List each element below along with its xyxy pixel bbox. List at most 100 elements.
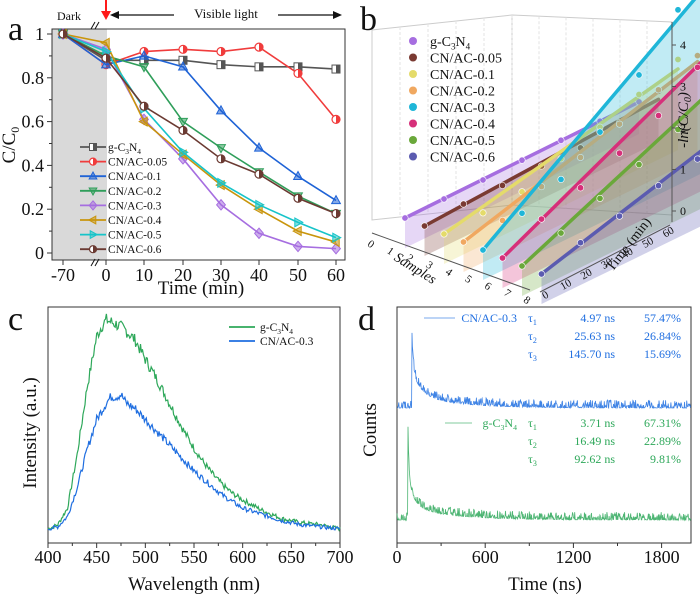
marker-fill: [93, 143, 97, 151]
marker-fill: [144, 102, 148, 111]
z-tick-label: 2: [680, 121, 686, 135]
data-point: [596, 194, 604, 202]
legend-item: g-C3N4: [80, 142, 141, 156]
x-tick-label: 1200: [555, 547, 591, 567]
panel-d-xlabel: Time (ns): [508, 574, 582, 595]
panel-a-ylabel: C/C0: [0, 127, 22, 164]
data-point: [294, 217, 304, 228]
data-point: [138, 50, 150, 60]
legend-label: CN/AC-0.3: [108, 200, 162, 212]
marker-fill: [298, 194, 302, 203]
data-point: [216, 154, 226, 164]
marker: [215, 104, 227, 115]
legend-label: g-C3N4: [108, 142, 141, 156]
legend-item: CN/AC-0.5: [409, 134, 495, 149]
sample-tick-label: 1: [385, 245, 396, 258]
series-cn-ac-0-5: [518, 98, 700, 296]
marker-fill: [63, 30, 67, 38]
data-point: [332, 232, 342, 243]
y-tick-label: 0: [35, 243, 44, 263]
sample-tick-label: 4: [443, 266, 455, 279]
data-point: [518, 209, 526, 217]
legend-label: CN/AC-0.2: [430, 85, 495, 100]
legend-item: CN/AC-0.05: [409, 52, 502, 67]
marker-fill: [336, 209, 340, 218]
legend-marker: [409, 70, 417, 78]
panel-d: d 0 600 1200 1800 CN/AC-0.3 τ1 4.97 ns 57.47% τ…: [358, 301, 692, 595]
data-point: [177, 117, 189, 128]
data-point: [537, 270, 545, 278]
y-tick-label: 0.2: [22, 199, 45, 219]
legend-item: CN/AC-0.4: [80, 215, 162, 227]
marker: [332, 232, 342, 243]
data-point: [88, 157, 98, 166]
legend-marker: [409, 37, 417, 45]
panel-b-label: b: [360, 1, 377, 38]
data-point: [254, 62, 264, 72]
sample-tick-label: 2: [404, 252, 415, 265]
data-point: [479, 176, 487, 184]
fraction-value: 67.31%: [644, 416, 681, 430]
series-cn-ac-0-4: [498, 60, 700, 288]
marker-fill: [259, 62, 263, 71]
marker: [253, 227, 265, 240]
data-point: [596, 128, 604, 136]
data-point: [89, 143, 97, 151]
sample-tick-label: 7: [502, 287, 514, 300]
data-point: [518, 156, 526, 164]
tau-label: τ3: [528, 347, 537, 363]
data-point: [331, 114, 341, 125]
marker: [330, 242, 342, 255]
x-tick-label: 40: [250, 265, 268, 285]
data-point: [654, 86, 662, 94]
data-point: [89, 229, 99, 240]
legend-label: CN/AC-0.6: [108, 244, 162, 256]
marker-fill: [259, 170, 263, 179]
series-cn-ac-0-2: [459, 52, 700, 272]
marker: [294, 217, 304, 228]
data-point: [557, 136, 565, 144]
z-tick-label: 3: [680, 80, 686, 94]
ribbon: [463, 61, 698, 272]
fit-line: [481, 0, 697, 252]
tau-label: τ3: [528, 452, 537, 468]
data-point: [88, 200, 98, 211]
legend-item: CN/AC-0.6: [409, 151, 495, 166]
dark-annotation: Dark: [57, 9, 81, 23]
data-point: [674, 55, 682, 63]
data-point: [635, 91, 643, 99]
data-point: [615, 120, 623, 128]
x-tick-label: 1800: [644, 547, 680, 567]
data-point: [440, 230, 448, 238]
data-point: [292, 240, 304, 253]
data-point: [292, 225, 302, 237]
series-cn-ac-0-3: [396, 332, 692, 410]
data-point: [654, 182, 662, 190]
lifetime-value: 25.63 ns: [574, 329, 615, 343]
x-tick-label: 30: [212, 265, 230, 285]
legend-item: CN/AC-0.3: [409, 101, 495, 116]
sample-tick-label: 6: [482, 280, 494, 293]
legend-item: CN/AC-0.1: [80, 170, 162, 183]
panel-b-zlabel: -ln(C/C0): [676, 92, 694, 148]
marker-fill: [259, 43, 263, 52]
marker: [89, 229, 99, 240]
data-point: [101, 53, 111, 63]
legend-label: CN/AC-0.3: [430, 101, 495, 116]
data-point: [537, 215, 545, 223]
x-tick-label: 600: [229, 547, 256, 567]
data-point: [88, 245, 98, 254]
sample-tick-label: 5: [463, 273, 475, 286]
lifetime-value: 92.62 ns: [574, 452, 615, 466]
marker: [217, 177, 227, 189]
panel-d-ylabel: Counts: [360, 403, 381, 457]
tau-label: τ1: [528, 416, 537, 432]
data-point: [215, 104, 227, 115]
legend-label: g-C3N4: [483, 416, 518, 432]
panel-c-xlabel: Wavelength (nm): [128, 574, 260, 595]
marker: [138, 50, 150, 60]
legend-label: CN/AC-0.3: [260, 336, 314, 348]
data-point: [330, 242, 342, 255]
sample-tick-label: 0: [365, 238, 377, 251]
